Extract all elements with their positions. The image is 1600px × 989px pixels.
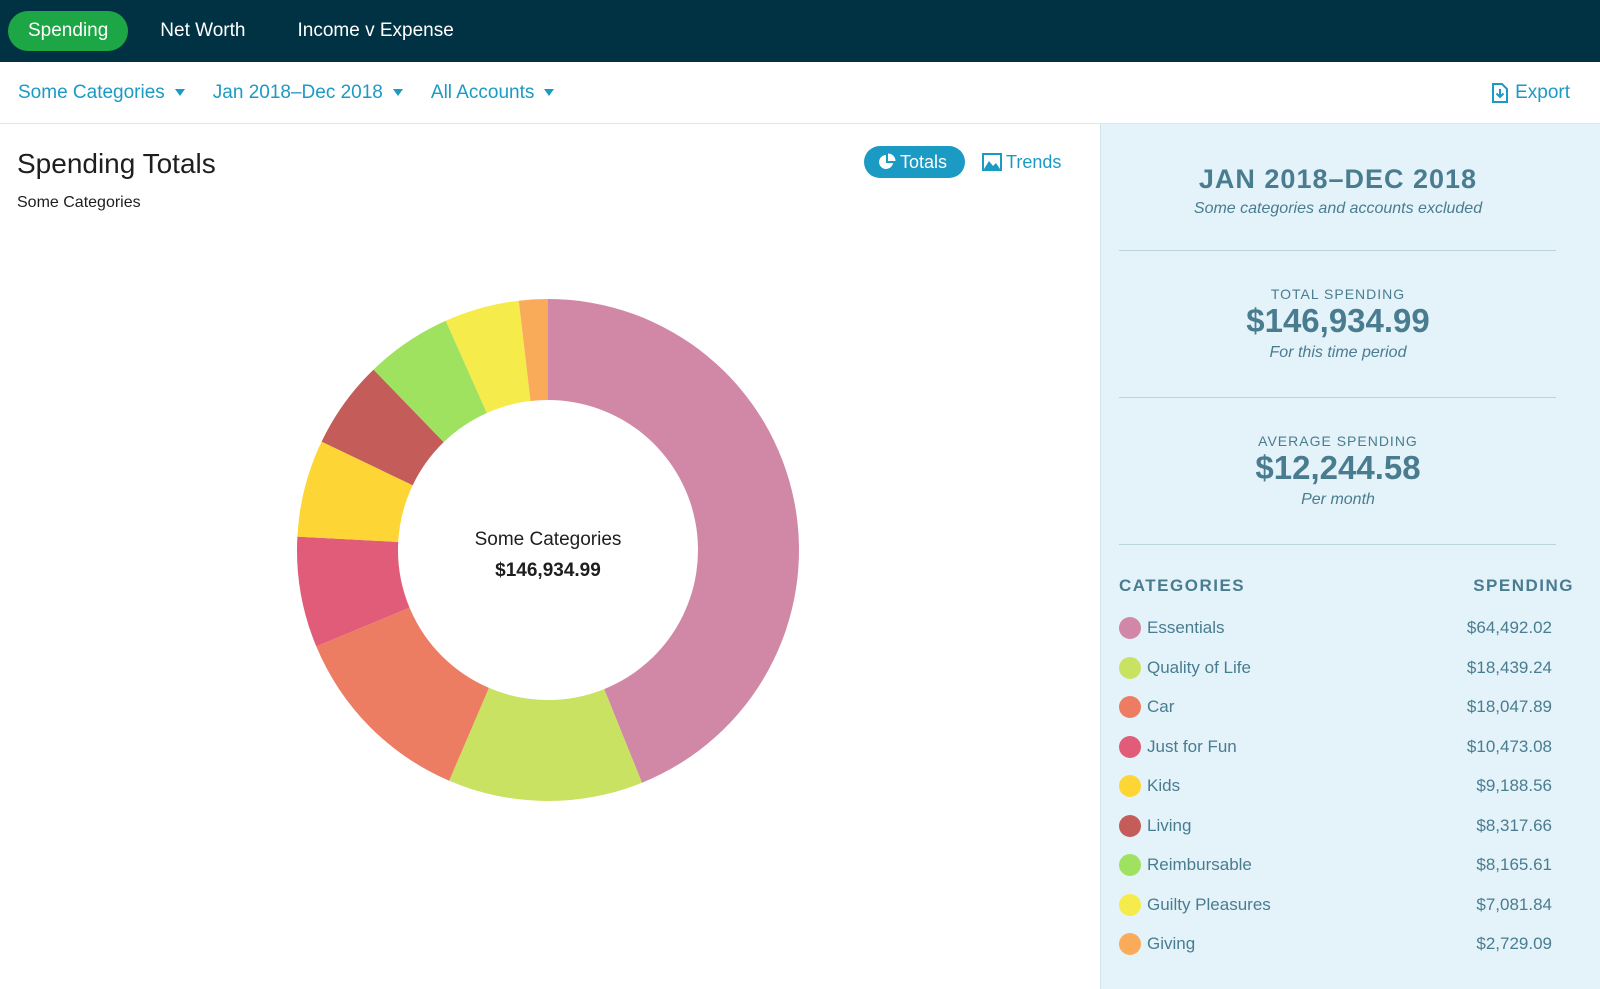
category-name: Guilty Pleasures [1147, 894, 1271, 914]
category-color-dot [1119, 617, 1141, 639]
category-name: Kids [1147, 776, 1181, 795]
accounts-filter-label: All Accounts [430, 81, 535, 103]
category-row-guilty-pleasures[interactable]: Guilty Pleasures $7,081.84 [1119, 891, 1552, 919]
totals-toggle-button[interactable]: Totals [864, 146, 965, 178]
total-spending-note: For this time period [1269, 344, 1407, 361]
average-spending-note: Per month [1301, 491, 1375, 508]
total-spending-label: TOTAL SPENDING [1270, 286, 1406, 302]
page-subtitle: Some Categories [17, 194, 141, 211]
divider [1119, 397, 1556, 398]
trends-toggle-button[interactable]: Trends [982, 146, 1061, 178]
tab-spending[interactable]: Spending [8, 11, 129, 51]
donut-slice-guilty-pleasures[interactable] [445, 300, 531, 414]
tab-income-v-expense[interactable]: Income v Expense [297, 20, 454, 41]
category-name: Living [1147, 815, 1192, 835]
category-amount: $18,047.89 [1466, 697, 1552, 716]
top-nav: Spending Net Worth Income v Expense [0, 0, 1600, 62]
categories-column-header: CATEGORIES [1119, 576, 1246, 595]
pie-chart-icon [879, 153, 896, 169]
category-amount: $9,188.56 [1476, 776, 1552, 795]
donut-slice-essentials[interactable] [548, 299, 800, 783]
donut-slice-just-for-fun[interactable] [297, 536, 410, 647]
export-button[interactable]: Export [1491, 62, 1570, 124]
category-color-dot [1119, 893, 1141, 916]
donut-center-value: $146,934.99 [495, 560, 601, 581]
category-name: Car [1147, 697, 1175, 716]
export-icon [1492, 83, 1509, 103]
donut-slice-car[interactable] [316, 607, 489, 781]
category-row-living[interactable]: Living $8,317.66 [1119, 812, 1552, 840]
donut-slice-living[interactable] [321, 369, 444, 486]
total-spending-value: $146,934.99 [1246, 302, 1430, 339]
average-spending-value: $12,244.58 [1255, 449, 1421, 486]
category-amount: $8,317.66 [1476, 815, 1552, 835]
category-amount: $18,439.24 [1466, 657, 1552, 677]
category-color-dot [1119, 735, 1141, 758]
category-name: Reimbursable [1147, 855, 1252, 874]
period-note: Some categories and accounts excluded [1193, 200, 1483, 217]
category-amount: $2,729.09 [1476, 934, 1552, 953]
spending-donut-chart [297, 299, 800, 802]
export-label: Export [1515, 82, 1570, 103]
category-row-kids[interactable]: Kids $9,188.56 [1119, 772, 1552, 800]
category-row-essentials[interactable]: Essentials $64,492.02 [1119, 614, 1552, 642]
category-amount: $8,165.61 [1476, 855, 1552, 874]
caret-down-icon [392, 89, 403, 96]
category-row-just-for-fun[interactable]: Just for Fun $10,473.08 [1119, 733, 1552, 761]
category-row-reimbursable[interactable]: Reimbursable $8,165.61 [1119, 851, 1552, 879]
date-range-filter-label: Jan 2018–Dec 2018 [212, 81, 383, 103]
donut-slice-kids[interactable] [297, 441, 413, 542]
donut-center-label: Some Categories [474, 529, 622, 550]
tab-net-worth[interactable]: Net Worth [160, 20, 246, 41]
category-color-dot [1119, 775, 1141, 797]
filter-bar: Some Categories Jan 2018–Dec 2018 All Ac… [0, 62, 1600, 124]
donut-slice-reimbursable[interactable] [373, 320, 487, 443]
category-color-dot [1119, 814, 1141, 837]
caret-down-icon [544, 89, 555, 96]
categories-filter-label: Some Categories [18, 81, 165, 103]
image-icon [982, 153, 1002, 171]
category-name: Quality of Life [1147, 657, 1251, 677]
category-color-dot [1119, 933, 1141, 955]
divider [1119, 250, 1556, 251]
period-title: JAN 2018–DEC 2018 [1198, 164, 1478, 194]
category-row-quality-of-life[interactable]: Quality of Life $18,439.24 [1119, 654, 1552, 682]
category-amount: $64,492.02 [1466, 618, 1552, 637]
category-color-dot [1119, 696, 1141, 718]
category-color-dot [1119, 656, 1141, 679]
totals-toggle-label: Totals [900, 151, 948, 172]
category-name: Giving [1147, 934, 1196, 953]
page-title: Spending Totals [17, 148, 216, 179]
date-range-filter[interactable]: Jan 2018–Dec 2018 [213, 82, 403, 104]
main-panel: Spending Totals Some Categories Totals T… [0, 124, 1100, 989]
category-amount: $10,473.08 [1466, 736, 1552, 756]
spending-column-header: SPENDING [1473, 576, 1574, 595]
accounts-filter[interactable]: All Accounts [431, 82, 555, 104]
category-name: Essentials [1147, 618, 1225, 637]
category-color-dot [1119, 854, 1141, 876]
category-row-car[interactable]: Car $18,047.89 [1119, 693, 1552, 721]
donut-slice-giving[interactable] [518, 299, 548, 402]
divider [1119, 544, 1556, 545]
trends-toggle-label: Trends [1006, 151, 1062, 172]
category-row-giving[interactable]: Giving $2,729.09 [1119, 930, 1552, 958]
category-amount: $7,081.84 [1476, 894, 1552, 914]
donut-slice-quality-of-life[interactable] [449, 687, 642, 802]
caret-down-icon [174, 89, 185, 96]
categories-filter[interactable]: Some Categories [18, 82, 185, 104]
category-name: Just for Fun [1147, 736, 1237, 756]
average-spending-label: AVERAGE SPENDING [1258, 433, 1418, 449]
summary-panel: JAN 2018–DEC 2018 Some categories and ac… [1100, 124, 1600, 989]
